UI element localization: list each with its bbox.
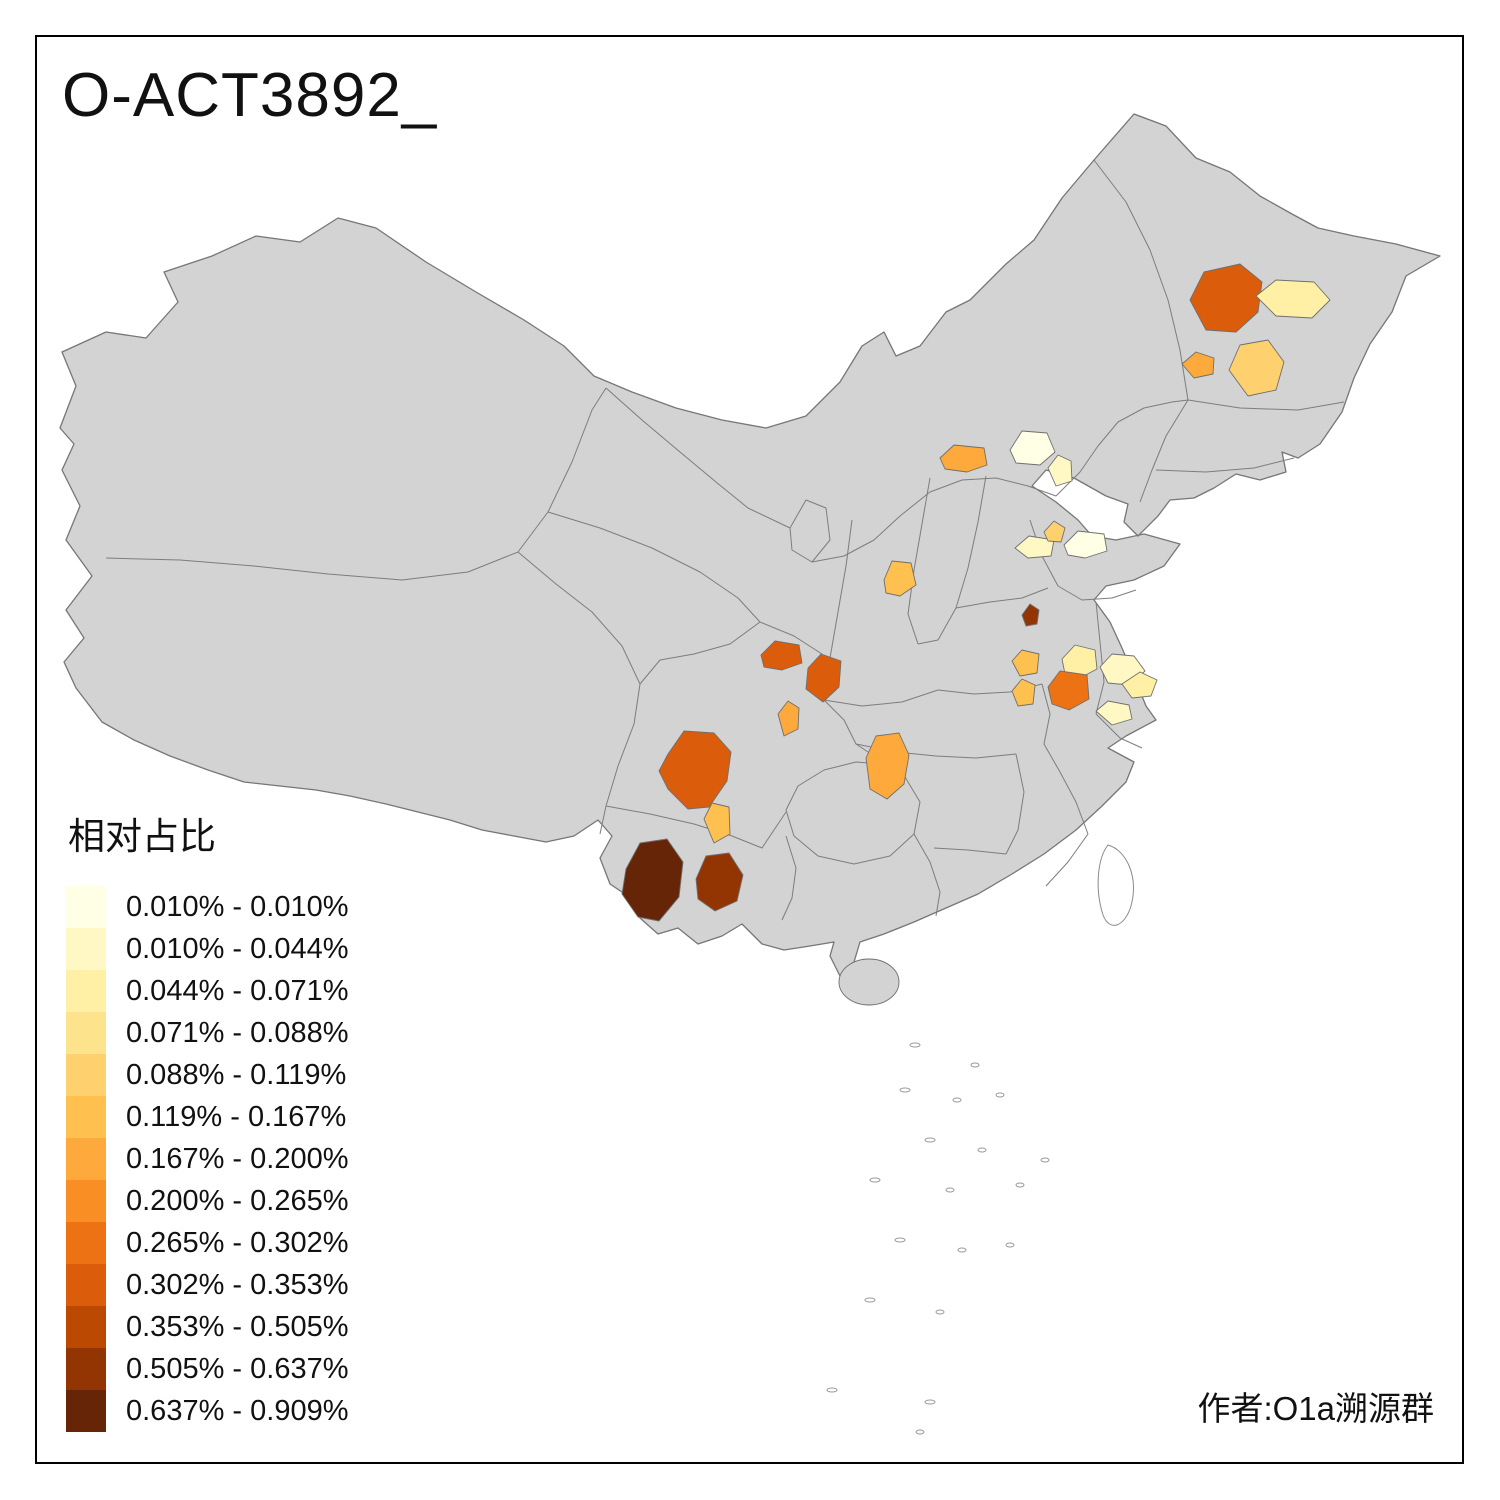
map-region-highlight [1014, 535, 1055, 559]
legend-row: 0.010% - 0.044% [66, 928, 348, 970]
map-region-highlight [1181, 351, 1215, 379]
legend-row: 0.071% - 0.088% [66, 1012, 348, 1054]
legend-row: 0.044% - 0.071% [66, 970, 348, 1012]
legend-row: 0.265% - 0.302% [66, 1222, 348, 1264]
legend-swatch [66, 1012, 106, 1054]
legend-row: 0.119% - 0.167% [66, 1096, 348, 1138]
hainan-island [838, 958, 900, 1006]
map-region-highlight [1043, 520, 1066, 543]
map-region-highlight [621, 838, 684, 922]
map-region-highlight [695, 852, 744, 912]
legend-swatch [66, 1348, 106, 1390]
legend-label: 0.010% - 0.044% [126, 932, 349, 965]
legend-swatch [66, 1222, 106, 1264]
author-credit: 作者:O1a溯源群 [1197, 1390, 1434, 1427]
legend-label: 0.167% - 0.200% [126, 1142, 349, 1175]
legend-label: 0.071% - 0.088% [126, 1016, 349, 1049]
legend-swatch [66, 1180, 106, 1222]
taiwan-island [1097, 844, 1134, 926]
legend-label: 0.302% - 0.353% [126, 1268, 349, 1301]
map-region-highlight [1255, 279, 1331, 319]
legend-swatch [66, 1054, 106, 1096]
legend-label: 0.119% - 0.167% [126, 1100, 347, 1133]
legend-swatch [66, 1390, 106, 1432]
legend-row: 0.167% - 0.200% [66, 1138, 348, 1180]
map-region-highlight [1063, 530, 1108, 559]
map-region-highlight [865, 732, 910, 800]
map-region-highlight [1011, 678, 1036, 707]
map-region-highlight [760, 640, 803, 671]
legend-row: 0.010% - 0.010% [66, 886, 348, 928]
legend-swatch [66, 1306, 106, 1348]
map-region-highlight [1047, 454, 1073, 487]
legend-label: 0.353% - 0.505% [126, 1310, 349, 1343]
map-region-highlight [777, 700, 800, 737]
map-region-highlight [703, 802, 731, 844]
south-china-sea-islands [826, 1042, 1050, 1435]
legend-swatch [66, 970, 106, 1012]
map-region-highlight [1011, 649, 1040, 677]
legend-row: 0.505% - 0.637% [66, 1348, 348, 1390]
map-region-highlight [805, 653, 842, 703]
map-region-highlight [658, 730, 732, 810]
map-region-highlight [1021, 603, 1040, 627]
map-region-highlight [1228, 339, 1285, 397]
legend-swatch [66, 1096, 106, 1138]
legend-label: 0.200% - 0.265% [126, 1184, 349, 1217]
legend-label: 0.044% - 0.071% [126, 974, 349, 1007]
legend-row: 0.088% - 0.119% [66, 1054, 348, 1096]
map-region-highlight [939, 444, 988, 473]
legend-label: 0.505% - 0.637% [126, 1352, 349, 1385]
legend-label: 0.265% - 0.302% [126, 1226, 349, 1259]
map-region-highlight [1009, 430, 1056, 466]
legend-swatch [66, 1138, 106, 1180]
legend-label: 0.637% - 0.909% [126, 1394, 349, 1427]
legend-row: 0.302% - 0.353% [66, 1264, 348, 1306]
legend-row: 0.353% - 0.505% [66, 1306, 348, 1348]
legend: 相对占比 0.010% - 0.010% 0.010% - 0.044% 0.0… [66, 806, 348, 1432]
map-region-highlight [883, 560, 917, 597]
legend-swatch [66, 886, 106, 928]
legend-row: 0.637% - 0.909% [66, 1390, 348, 1432]
legend-row: 0.200% - 0.265% [66, 1180, 348, 1222]
legend-swatch [66, 1264, 106, 1306]
map-region-highlight [1121, 671, 1158, 699]
legend-swatch [66, 928, 106, 970]
legend-label: 0.088% - 0.119% [126, 1058, 347, 1091]
legend-label: 0.010% - 0.010% [126, 890, 349, 923]
map-region-highlight [1047, 670, 1090, 711]
highlighted-regions [621, 263, 1331, 922]
legend-title: 相对占比 [68, 816, 216, 857]
page-title: O-ACT3892_ [62, 61, 438, 130]
map-region-highlight [1095, 700, 1133, 726]
